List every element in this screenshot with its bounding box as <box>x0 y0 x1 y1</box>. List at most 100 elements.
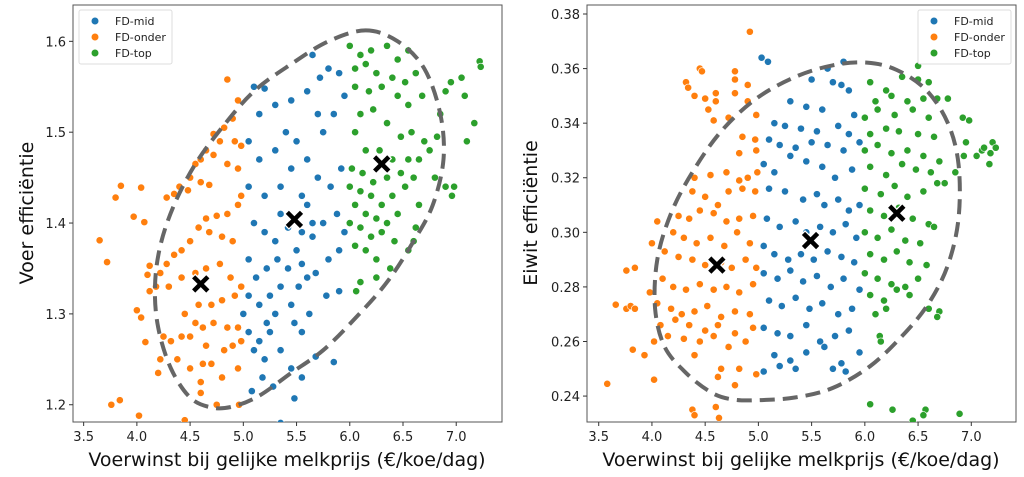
point-fd-mid <box>844 206 853 215</box>
point-fd-top <box>880 296 888 305</box>
point-fd-mid <box>841 220 850 229</box>
point-fd-top <box>908 105 917 114</box>
point-fd-onder <box>111 193 120 202</box>
centroids-layer <box>190 153 393 295</box>
point-fd-onder <box>735 214 744 223</box>
point-fd-top <box>457 73 466 82</box>
point-fd-mid <box>831 173 839 182</box>
point-fd-top <box>890 182 899 190</box>
point-fd-onder <box>690 351 699 360</box>
y-tick-label: 0.30 <box>551 226 580 241</box>
y-tick-label: 0.28 <box>551 281 580 296</box>
point-fd-onder <box>218 232 226 241</box>
point-fd-mid <box>252 273 260 282</box>
point-fd-onder <box>648 239 656 248</box>
point-fd-mid <box>244 291 253 300</box>
centroid-marker-fd-onder <box>190 273 212 295</box>
point-fd-onder <box>703 302 712 310</box>
point-fd-onder <box>695 337 704 346</box>
point-fd-onder <box>234 164 242 173</box>
point-fd-onder <box>140 218 149 227</box>
point-fd-top <box>420 137 429 146</box>
point-fd-onder <box>731 89 739 98</box>
point-fd-onder <box>137 313 146 322</box>
point-fd-onder <box>731 67 739 76</box>
point-fd-onder <box>660 247 669 256</box>
point-fd-mid <box>759 242 768 250</box>
point-fd-mid <box>244 255 253 264</box>
point-fd-top <box>919 411 928 420</box>
point-fd-mid <box>260 84 269 93</box>
point-fd-mid <box>250 219 258 227</box>
point-fd-mid <box>844 326 853 335</box>
point-fd-top <box>372 69 381 78</box>
point-fd-top <box>866 291 875 299</box>
legend-box <box>78 9 173 65</box>
point-fd-top <box>377 82 386 91</box>
point-fd-mid <box>276 419 285 422</box>
point-fd-onder <box>733 228 741 237</box>
point-fd-mid <box>258 373 267 382</box>
point-fd-onder <box>738 184 747 193</box>
x-tick-label: 6.0 <box>854 430 875 445</box>
point-fd-mid <box>786 152 795 160</box>
point-fd-mid <box>839 274 848 283</box>
point-fd-top <box>871 310 880 319</box>
point-fd-mid <box>303 273 312 282</box>
point-fd-onder <box>735 288 744 297</box>
point-fd-onder <box>218 296 226 305</box>
point-fd-onder <box>709 116 718 125</box>
point-fd-onder <box>202 341 210 350</box>
point-fd-mid <box>287 300 296 309</box>
point-fd-top <box>980 143 988 152</box>
point-fd-top <box>396 169 405 177</box>
point-fd-onder <box>650 375 658 384</box>
point-fd-onder <box>650 337 658 346</box>
point-fd-onder <box>103 258 111 267</box>
point-fd-onder <box>717 364 726 373</box>
point-fd-top <box>930 132 938 141</box>
y-tick-label: 0.34 <box>551 117 580 132</box>
point-fd-mid <box>837 81 846 89</box>
x-tick-label: 6.5 <box>393 430 414 445</box>
point-fd-onder <box>196 178 205 187</box>
point-fd-mid <box>271 237 280 246</box>
point-fd-onder <box>684 83 693 92</box>
point-fd-mid <box>244 182 253 191</box>
x-tick-label: 6.0 <box>339 430 360 445</box>
legend-label-fd-top: FD-top <box>115 47 152 60</box>
point-fd-onder <box>722 168 731 177</box>
point-fd-onder <box>745 310 754 319</box>
point-fd-top <box>866 206 875 215</box>
point-fd-top <box>903 192 912 201</box>
point-fd-top <box>388 73 397 82</box>
point-fd-mid <box>855 348 864 357</box>
point-fd-top <box>356 223 365 232</box>
point-fd-mid <box>266 328 274 336</box>
legend: FD-mid FD-onder FD-top <box>917 9 1012 65</box>
point-fd-mid <box>297 328 306 336</box>
point-fd-onder <box>186 332 194 341</box>
point-fd-top <box>411 223 420 232</box>
point-fd-top <box>476 62 485 71</box>
point-fd-onder <box>145 261 154 270</box>
point-fd-onder <box>170 250 179 259</box>
point-fd-onder <box>685 321 694 330</box>
point-fd-top <box>887 149 896 158</box>
point-fd-mid <box>255 337 264 346</box>
point-fd-top <box>882 86 891 95</box>
point-fd-top <box>860 228 869 237</box>
point-fd-top <box>873 105 882 114</box>
point-fd-mid <box>781 187 789 196</box>
points-layer <box>95 41 485 422</box>
point-fd-mid <box>329 358 338 366</box>
point-fd-mid <box>276 282 285 291</box>
point-fd-mid <box>335 287 344 296</box>
legend-marker-fd-mid <box>930 17 938 25</box>
y-tick-label: 0.36 <box>551 63 580 78</box>
point-fd-mid <box>799 195 807 204</box>
point-fd-mid <box>250 346 258 355</box>
point-fd-mid <box>759 323 768 332</box>
point-fd-onder <box>671 315 680 324</box>
point-fd-mid <box>294 282 303 291</box>
